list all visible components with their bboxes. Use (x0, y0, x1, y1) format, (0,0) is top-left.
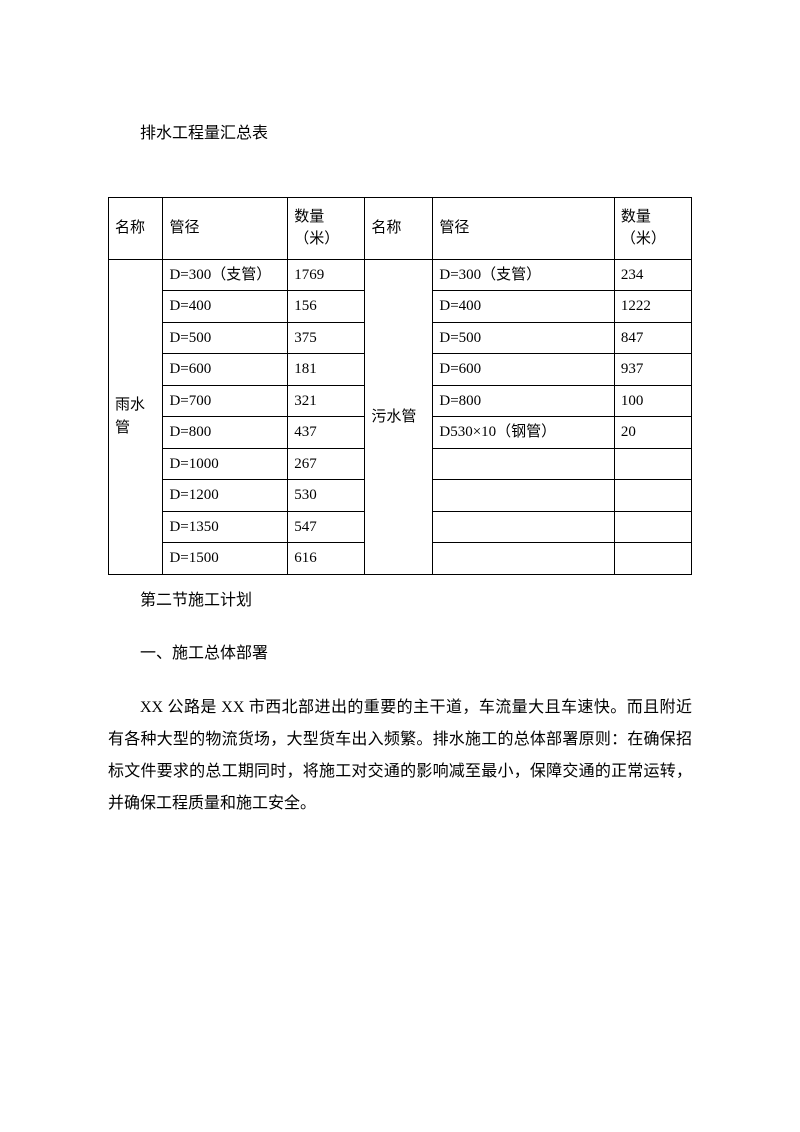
cell-diameter: D=300（支管） (433, 259, 614, 291)
cell-quantity: 847 (614, 322, 691, 354)
cell-diameter: D=500 (163, 322, 288, 354)
cell-diameter (433, 511, 614, 543)
cell-diameter: D=500 (433, 322, 614, 354)
cell-diameter: D=1000 (163, 448, 288, 480)
cell-diameter: D=1200 (163, 480, 288, 512)
cell-quantity: 267 (288, 448, 365, 480)
header-name-1: 名称 (109, 197, 163, 259)
cell-quantity: 937 (614, 354, 691, 386)
left-group-cell: 雨水管 (109, 259, 163, 574)
body-paragraph: XX 公路是 XX 市西北部进出的重要的主干道，车流量大且车速快。而且附近有各种… (108, 692, 692, 820)
cell-quantity: 156 (288, 291, 365, 323)
cell-diameter (433, 480, 614, 512)
cell-quantity (614, 480, 691, 512)
cell-quantity: 437 (288, 417, 365, 449)
cell-diameter: D=300（支管） (163, 259, 288, 291)
header-quantity-2: 数量（米） (614, 197, 691, 259)
cell-quantity: 547 (288, 511, 365, 543)
cell-quantity: 1769 (288, 259, 365, 291)
cell-diameter: D=1500 (163, 543, 288, 575)
cell-diameter (433, 448, 614, 480)
cell-quantity (614, 448, 691, 480)
header-name-2: 名称 (365, 197, 433, 259)
header-diameter-2: 管径 (433, 197, 614, 259)
header-diameter-1: 管径 (163, 197, 288, 259)
table-row: 雨水管 D=300（支管） 1769 污水管 D=300（支管） 234 (109, 259, 692, 291)
header-quantity-1: 数量（米） (288, 197, 365, 259)
cell-diameter: D=400 (433, 291, 614, 323)
cell-diameter: D=1350 (163, 511, 288, 543)
right-group-cell: 污水管 (365, 259, 433, 574)
cell-quantity: 616 (288, 543, 365, 575)
sub-heading-1: 一、施工总体部署 (108, 640, 692, 669)
cell-diameter: D=800 (163, 417, 288, 449)
cell-quantity: 20 (614, 417, 691, 449)
cell-diameter: D=400 (163, 291, 288, 323)
document-title: 排水工程量汇总表 (108, 120, 692, 149)
cell-quantity: 321 (288, 385, 365, 417)
cell-quantity: 530 (288, 480, 365, 512)
cell-quantity: 181 (288, 354, 365, 386)
cell-quantity (614, 511, 691, 543)
cell-diameter: D=700 (163, 385, 288, 417)
cell-quantity: 234 (614, 259, 691, 291)
drainage-summary-table: 名称 管径 数量（米） 名称 管径 数量（米） 雨水管 D=300（支管） 17… (108, 197, 692, 575)
cell-diameter: D=600 (163, 354, 288, 386)
cell-quantity: 1222 (614, 291, 691, 323)
cell-quantity: 375 (288, 322, 365, 354)
cell-diameter: D530×10（钢管） (433, 417, 614, 449)
section-2-title: 第二节施工计划 (108, 587, 692, 616)
cell-diameter (433, 543, 614, 575)
cell-diameter: D=600 (433, 354, 614, 386)
cell-quantity: 100 (614, 385, 691, 417)
cell-quantity (614, 543, 691, 575)
cell-diameter: D=800 (433, 385, 614, 417)
table-header-row: 名称 管径 数量（米） 名称 管径 数量（米） (109, 197, 692, 259)
